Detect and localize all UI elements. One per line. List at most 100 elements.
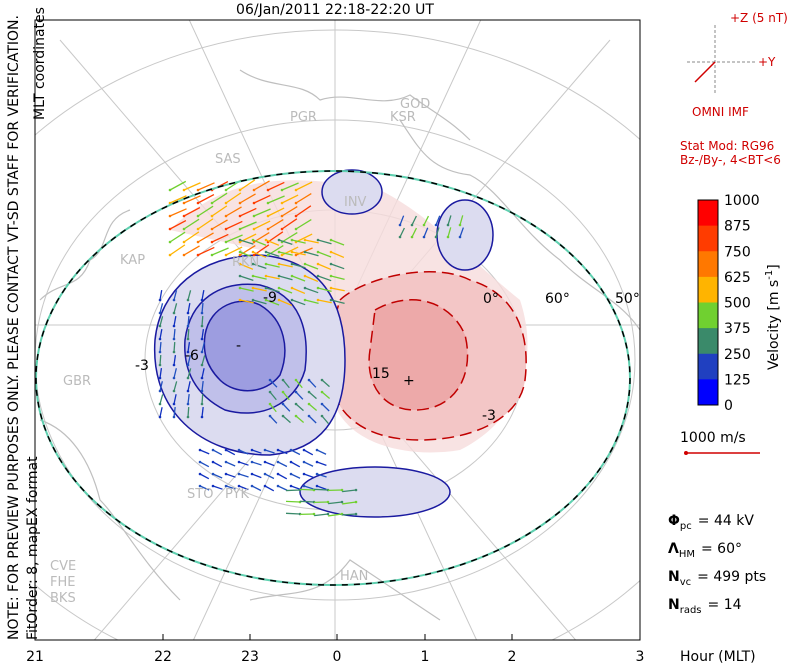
vector-dot: [316, 274, 320, 278]
vector-dot: [158, 389, 162, 393]
vector: [183, 245, 200, 256]
vector: [459, 215, 464, 226]
vector-dot: [294, 201, 298, 205]
vector-dot: [303, 262, 307, 266]
colorbar-band: [698, 353, 718, 380]
vector-dot: [186, 415, 190, 419]
vector: [264, 485, 275, 492]
vector-dot: [329, 262, 333, 266]
vector: [225, 485, 236, 490]
colorbar-band: [698, 200, 718, 227]
vector-dot: [196, 240, 200, 244]
vector-dot: [224, 253, 228, 257]
vector-dot: [264, 298, 268, 302]
vector-dot: [264, 274, 268, 278]
vector: [282, 379, 290, 389]
vector: [251, 449, 262, 454]
colorbar-band: [698, 379, 718, 406]
vector: [159, 354, 162, 366]
station: SAS: [215, 152, 241, 167]
vector-dot: [422, 223, 426, 227]
vector-dot: [268, 402, 272, 406]
vector: [304, 239, 319, 244]
vector-dot: [320, 390, 324, 394]
vector-dot: [238, 274, 242, 278]
vector: [278, 239, 293, 245]
vector-dot: [326, 500, 330, 504]
vector-dot: [158, 298, 162, 302]
vector: [342, 489, 357, 493]
vector: [199, 461, 210, 468]
vector: [285, 489, 301, 492]
vector: [290, 449, 301, 456]
vector: [316, 461, 327, 466]
vector: [316, 473, 327, 478]
vector-dot: [200, 363, 204, 367]
vector: [169, 231, 186, 243]
vector: [277, 485, 288, 491]
vector: [278, 251, 293, 256]
vector-dot: [276, 448, 280, 452]
vector-dot: [210, 227, 214, 231]
vector-dot: [340, 488, 344, 492]
vector-dot: [186, 337, 190, 341]
vector-dot: [290, 238, 294, 242]
station: GOD: [400, 97, 430, 112]
vector: [278, 287, 293, 294]
vector-dot: [307, 402, 311, 406]
vector: [252, 287, 267, 292]
vector-dot: [252, 188, 256, 192]
vector-dot: [200, 298, 204, 302]
vector: [251, 473, 262, 479]
vector-dot: [281, 402, 285, 406]
station: KAP: [120, 253, 145, 268]
vector-dot: [276, 460, 280, 464]
vector: [159, 341, 162, 353]
vector: [321, 379, 330, 388]
vector: [317, 263, 332, 271]
vector-dot: [303, 298, 307, 302]
vector-dot: [200, 402, 204, 406]
vector: [317, 239, 332, 245]
vector-dot: [186, 298, 190, 302]
vector: [173, 303, 178, 314]
side-note: NOTE: FOR PREVIEW PURPOSES ONLY. PLEASE …: [6, 15, 22, 640]
stat-value: = 44 kV: [698, 513, 755, 529]
vector-dot: [280, 253, 284, 257]
vector: [269, 403, 277, 413]
vector-dot: [211, 472, 215, 476]
stats: Φpc = 44 kV ΛHM = 60° Nvc = 499 pts Nrads = 14: [668, 513, 766, 616]
colorbar-tick-label: 125: [724, 372, 751, 388]
vector-dot: [237, 484, 241, 488]
vector-dot: [250, 448, 254, 452]
vector-dot: [198, 448, 202, 452]
vector-dot: [316, 262, 320, 266]
vector-dot: [158, 324, 162, 328]
vector: [277, 449, 288, 455]
vector: [169, 244, 186, 256]
vector: [265, 275, 280, 280]
vector-dot: [182, 227, 186, 231]
vector: [183, 218, 200, 230]
vector: [316, 485, 327, 491]
vector-dot: [303, 286, 307, 290]
vector: [252, 239, 267, 246]
vector: [303, 461, 314, 467]
vector: [239, 275, 254, 281]
vector: [211, 205, 228, 217]
vector: [239, 239, 254, 245]
vector-dot: [354, 512, 358, 516]
colorbar-tick-label: 250: [724, 347, 751, 363]
vector-dot: [263, 460, 267, 464]
vector: [239, 221, 257, 230]
vector: [278, 299, 293, 307]
stat-value: = 60°: [701, 541, 742, 557]
vector-dot: [315, 460, 319, 464]
vector-dot: [446, 235, 450, 239]
vector-dot: [238, 214, 242, 218]
vector: [239, 193, 256, 204]
colorbar-frame: [697, 199, 719, 406]
vector: [187, 303, 191, 314]
vector: [169, 180, 187, 191]
